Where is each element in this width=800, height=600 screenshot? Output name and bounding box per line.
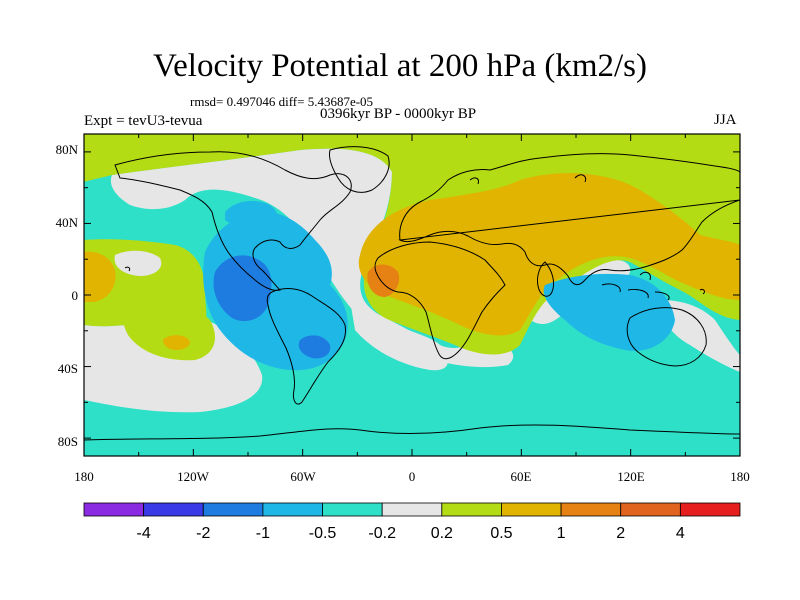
field-neutral-australia bbox=[660, 300, 740, 372]
colorbar-swatch bbox=[620, 502, 681, 517]
period-label: 0396kyr BP - 0000kyr BP bbox=[320, 106, 477, 122]
coast-india bbox=[537, 261, 555, 297]
colorbar-swatch bbox=[381, 502, 443, 517]
field-negative-maritime-continent bbox=[543, 273, 675, 351]
coast-south-america bbox=[266, 288, 347, 405]
colorbar-swatch bbox=[262, 502, 323, 517]
field-neutral-west-pacific bbox=[84, 319, 263, 413]
field-negative-gulf-region bbox=[225, 200, 278, 230]
field-positive-west-edge bbox=[84, 251, 116, 302]
colorbar-swatch bbox=[322, 502, 383, 517]
coastlines bbox=[84, 146, 740, 441]
colorbar-label: -0.2 bbox=[368, 525, 396, 542]
coast-africa bbox=[374, 241, 506, 360]
lat-label-80s: 80S bbox=[58, 434, 78, 449]
lon-label-0: 0 bbox=[409, 469, 416, 484]
colorbar-label: -1 bbox=[256, 525, 270, 542]
coast-antarctica bbox=[84, 424, 740, 441]
latitude-labels: 80N 40N 0 40S 80S bbox=[56, 142, 79, 449]
colorbar-swatch bbox=[679, 502, 741, 517]
colorbar-label: 0.5 bbox=[490, 525, 512, 542]
colorbar-swatches bbox=[83, 502, 741, 517]
field-neutral-equatorial-atlantic bbox=[350, 300, 448, 371]
coast-maritime-islands bbox=[601, 271, 670, 301]
lon-label-120e: 120E bbox=[617, 469, 645, 484]
lon-label-180w: 180 bbox=[74, 469, 94, 484]
field-strong-positive-west-africa bbox=[367, 264, 400, 297]
lon-label-180e: 180 bbox=[730, 469, 750, 484]
longitude-labels: 180 120W 60W 0 60E 120E 180 bbox=[74, 469, 750, 484]
field-layer bbox=[84, 134, 740, 456]
colorbar-label: 2 bbox=[616, 525, 625, 542]
experiment-label: Expt = tevU3-tevua bbox=[84, 113, 203, 129]
coast-australia bbox=[626, 307, 707, 367]
colorbar-swatch bbox=[143, 502, 204, 517]
field-positive-africa-asia bbox=[358, 173, 740, 336]
lon-label-120w: 120W bbox=[177, 469, 210, 484]
colorbar-swatch bbox=[202, 502, 264, 517]
colorbar-label: -4 bbox=[137, 525, 151, 542]
coast-greenland bbox=[329, 146, 390, 193]
field-slight-positive-south-pacific bbox=[122, 299, 215, 361]
colorbar-label: 0.2 bbox=[431, 525, 453, 542]
season-label: JJA bbox=[714, 112, 737, 128]
lat-label-0: 0 bbox=[72, 288, 79, 303]
colorbar-label: 4 bbox=[676, 525, 685, 542]
colorbar-swatch bbox=[560, 502, 622, 517]
stats-text: rmsd= 0.497046 diff= 5.43687e-05 bbox=[190, 94, 374, 109]
coast-north-america bbox=[114, 151, 352, 291]
colorbar-swatch bbox=[441, 502, 502, 517]
lat-label-40s: 40S bbox=[58, 361, 78, 376]
lat-label-80n: 80N bbox=[56, 142, 79, 157]
colorbar-label: -0.5 bbox=[309, 525, 337, 542]
field-strongly-negative-east-pacific bbox=[213, 255, 272, 322]
colorbar-label: 1 bbox=[557, 525, 566, 542]
field-positive-south-pacific-spot bbox=[163, 335, 190, 351]
lon-label-60e: 60E bbox=[511, 469, 532, 484]
lon-label-60w: 60W bbox=[290, 469, 316, 484]
axis-ticks bbox=[83, 134, 741, 456]
colorbar: -4 -2 -1 -0.5 -0.2 0.2 0.5 1 2 4 bbox=[83, 502, 741, 542]
colorbar-swatch bbox=[501, 502, 562, 517]
coast-small-islands bbox=[124, 174, 705, 295]
colorbar-swatch bbox=[83, 502, 145, 517]
lat-label-40n: 40N bbox=[56, 215, 79, 230]
map-title: Velocity Potential at 200 hPa (km2/s) bbox=[152, 48, 648, 84]
field-neutral-pacific-hole bbox=[114, 250, 162, 276]
colorbar-labels: -4 -2 -1 -0.5 -0.2 0.2 0.5 1 2 4 bbox=[137, 525, 685, 542]
field-strongly-negative-south-america bbox=[298, 335, 331, 359]
coast-eurasia bbox=[398, 153, 740, 286]
colorbar-label: -2 bbox=[196, 525, 210, 542]
